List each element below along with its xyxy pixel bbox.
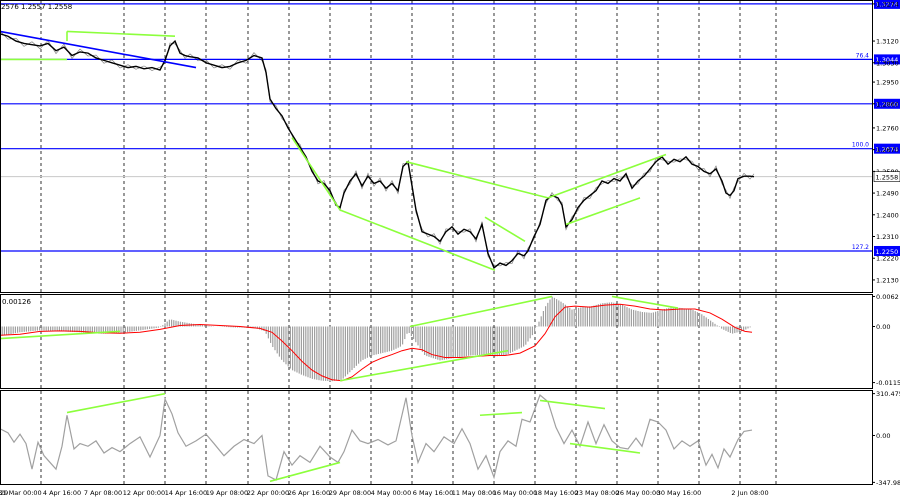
price-tick-label: 1.3274: [876, 0, 899, 8]
trend-line: [405, 160, 549, 199]
level-label: 1.3274: [876, 1, 899, 9]
price-trend-lines: [0, 30, 667, 272]
trend-line: [0, 30, 197, 69]
time-label: 7 Apr 08:00: [84, 489, 122, 497]
oscillator-divergence-lines: [66, 392, 641, 483]
level-tag: [874, 143, 900, 154]
oscillator-axis: 310.4756 0.00 -347.9816: [872, 390, 900, 487]
time-label: 26 May 00:00: [616, 489, 661, 497]
time-label: 23 May 08:00: [575, 489, 620, 497]
level-prefix: 127.2: [852, 244, 869, 251]
price-tick-label: 1.2310: [876, 233, 899, 241]
time-axis: 31 Mar 00:00 4 Apr 16:00 7 Apr 08:00 12 Apr…: [0, 489, 769, 497]
level-tag: [874, 54, 900, 65]
price-tick-label: 1.2670: [876, 146, 899, 154]
level-label: 1.2250: [876, 248, 899, 256]
trend-line: [66, 30, 176, 38]
price-tick-label: 1.2400: [876, 211, 899, 219]
time-label: 30 May 16:00: [657, 489, 702, 497]
time-label: 4 May 00:00: [371, 489, 411, 497]
macd-trend-line: [611, 295, 679, 309]
macd-signal-line: [0, 303, 753, 382]
trend-line: [565, 197, 641, 226]
pane-frames: [0, 0, 873, 485]
price-tick-label: 1.3120: [876, 38, 899, 46]
osc-trend-line: [66, 392, 166, 414]
osc-trend-line: [269, 461, 341, 483]
price-tick-label: 1.2860: [876, 100, 899, 108]
time-label: 12 Apr 00:00: [123, 489, 165, 497]
osc-tick-label: 310.4756: [876, 390, 900, 398]
oscillator-pane[interactable]: [0, 392, 753, 483]
trend-line: [547, 153, 667, 199]
macd-divergence-lines: [0, 295, 679, 382]
macd-trend-line: [0, 330, 121, 340]
macd-pane[interactable]: 0.00126: [0, 295, 753, 382]
price-pane[interactable]: 1.32741.304476.41.28601.2674100.01.22501…: [0, 0, 900, 272]
time-label: 11 May 08:00: [452, 489, 497, 497]
level-tag: [874, 98, 900, 109]
time-label: 14 Apr 16:00: [165, 489, 207, 497]
level-prefix: 100.0: [852, 142, 869, 149]
macd-trend-line: [409, 295, 553, 328]
level-tag: [874, 0, 900, 9]
time-label: 31 Mar 00:00: [0, 489, 42, 497]
trend-line: [484, 216, 526, 243]
osc-tick-label: 0.00: [876, 432, 890, 440]
price-tick-label: 1.2130: [876, 276, 899, 284]
macd-tick-label: 0.00: [876, 323, 890, 331]
price-tick-label: 1.3030: [876, 59, 899, 67]
level-label: 1.2860: [876, 101, 899, 109]
level-prefix: 76.4: [856, 52, 870, 59]
fib-levels: 1.3274 1.3044 76.4 1.2860 1.2674 100.0 1.2250 1…: [0, 0, 900, 256]
level-label: 1.2674: [876, 145, 899, 153]
macd-axis: 0.0062 0.00 -0.01158: [872, 293, 900, 387]
time-label: 26 Apr 16:00: [288, 489, 330, 497]
level-label: 1.3044: [876, 56, 899, 64]
current-price-tag: [873, 171, 900, 182]
oscillator-line: [0, 394, 753, 481]
price-tick-label: 1.2760: [876, 124, 899, 132]
current-price-label: 1.2558: [876, 173, 899, 181]
osc-trend-line: [539, 399, 606, 410]
time-label: 4 Apr 16:00: [43, 489, 81, 497]
time-label: 2 Jun 08:00: [731, 489, 768, 497]
trend-line: [291, 137, 341, 211]
time-label: 6 May 16:00: [413, 489, 453, 497]
price-tick-label: 1.2950: [876, 79, 899, 87]
price-axis: 1.3274 1.3120 1.3030 1.2950 1.2860 1.2760 1.26…: [872, 0, 900, 284]
time-label-first: 29: [0, 489, 8, 497]
macd-tick-label: 0.0062: [876, 293, 899, 301]
osc-trend-line: [569, 442, 641, 454]
vertical-grid: [40, 1, 777, 484]
level-tag: [874, 245, 900, 256]
time-label: 19 Apr 08:00: [206, 489, 248, 497]
ohlc-readout: 2576 1.2557 1.2558: [1, 3, 72, 11]
osc-trend-line: [479, 411, 523, 417]
osc-tick-label: -347.9816: [876, 479, 900, 487]
trend-line: [339, 209, 496, 272]
time-label: 22 Apr 00:00: [247, 489, 289, 497]
time-label: 18 May 16:00: [534, 489, 579, 497]
price-tick-label: 1.2220: [876, 255, 899, 263]
time-label: 16 May 00:00: [493, 489, 538, 497]
macd-trend-line: [339, 349, 509, 382]
macd-tick-label: -0.01158: [876, 379, 900, 387]
macd-value-label: 0.00126: [2, 298, 31, 306]
time-label: 29 Apr 08:00: [329, 489, 371, 497]
macd-histogram: [0, 296, 751, 382]
price-tick-label: 1.2490: [876, 190, 899, 198]
